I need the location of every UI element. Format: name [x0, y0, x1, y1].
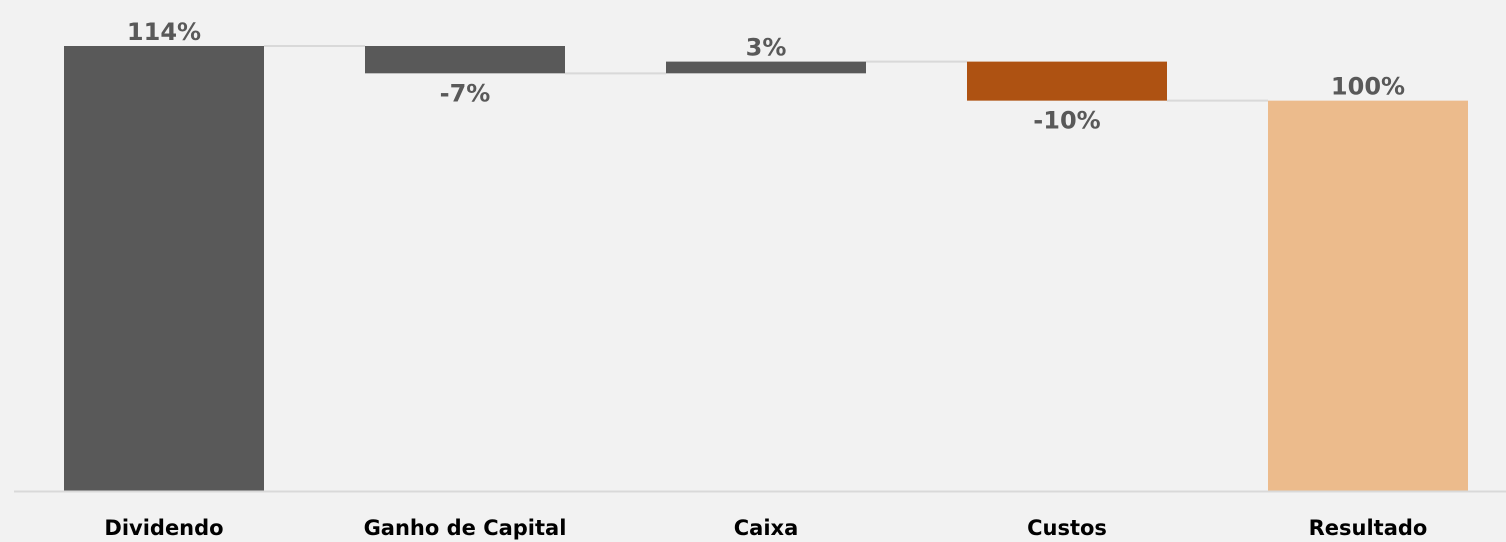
category-label: Resultado	[1309, 516, 1428, 540]
category-labels: Dividendo Ganho de Capital Caixa Custos Resu…	[104, 516, 1427, 540]
bar-custos	[967, 61, 1167, 101]
category-label: Caixa	[734, 516, 799, 540]
bar-caixa	[666, 61, 866, 74]
value-label: 3%	[746, 34, 787, 62]
value-label: -7%	[440, 79, 491, 107]
bar-dividendo	[64, 46, 264, 491]
connector-lines	[264, 45, 1268, 102]
bars	[64, 46, 1468, 492]
category-label: Dividendo	[104, 516, 223, 540]
category-label: Custos	[1027, 516, 1107, 540]
value-label: 114%	[127, 18, 201, 46]
bar-ganho-de-capital	[365, 46, 565, 74]
value-label: -10%	[1033, 107, 1100, 135]
category-label: Ganho de Capital	[364, 516, 567, 540]
value-label: 100%	[1331, 73, 1405, 101]
value-labels: 114% -7% 3% -10% 100%	[127, 18, 1405, 135]
bar-resultado	[1268, 100, 1468, 492]
